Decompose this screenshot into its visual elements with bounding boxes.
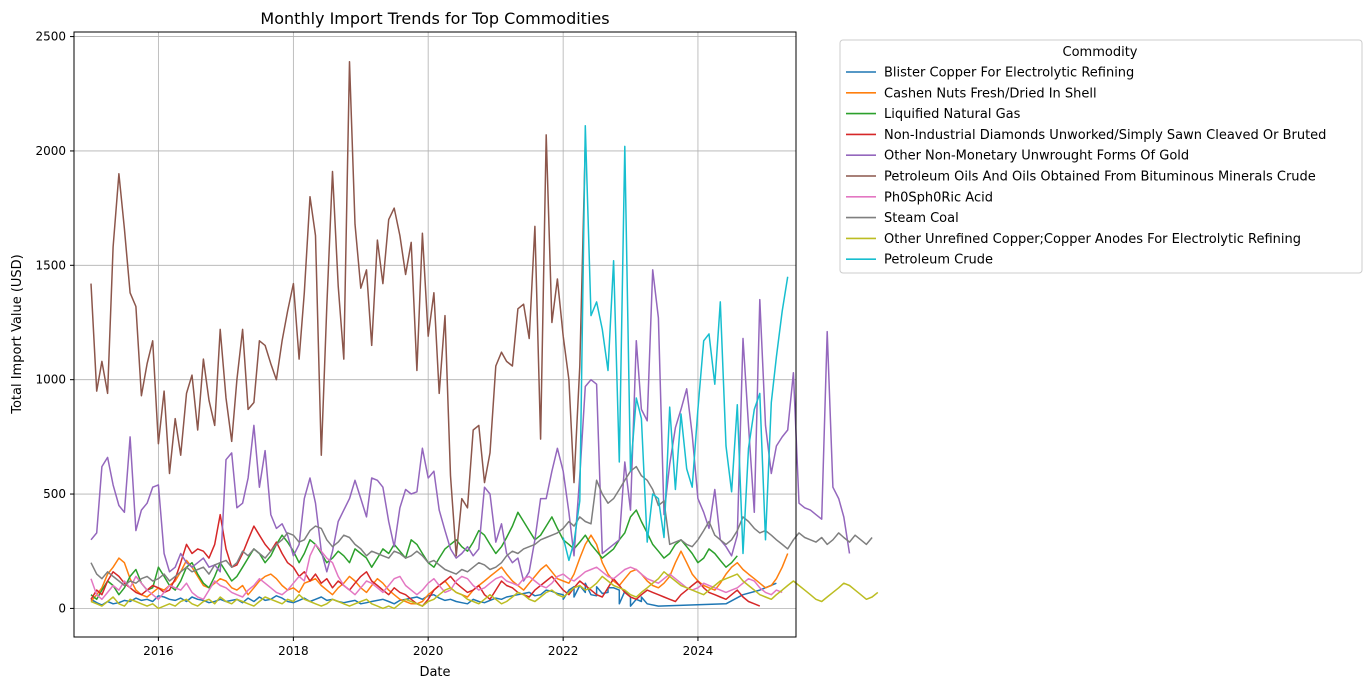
- plot-frame: [73, 31, 797, 638]
- y-tick-label: 2000: [35, 144, 66, 158]
- chart-title: Monthly Import Trends for Top Commoditie…: [260, 9, 609, 28]
- series-line-7: [90, 543, 783, 601]
- y-axis-label: Total Import Value (USD): [10, 254, 25, 415]
- series-line-3: [90, 509, 738, 601]
- legend-label: Other Non-Monetary Unwrought Forms Of Go…: [884, 149, 1189, 164]
- legend: Commodity Blister Copper For Electrolyti…: [839, 39, 1363, 274]
- series-line-9: [90, 571, 879, 610]
- series-line-4: [90, 513, 761, 607]
- y-tick-label: 1500: [35, 258, 66, 272]
- legend-label: Steam Coal: [884, 211, 959, 226]
- x-tick-label: 2020: [413, 644, 444, 658]
- series-lines: [90, 60, 879, 610]
- legend-label: Liquified Natural Gas: [884, 107, 1021, 122]
- legend-label: Cashen Nuts Fresh/Dried In Shell: [884, 86, 1097, 101]
- x-tick-label: 2016: [143, 644, 174, 658]
- legend-label: Petroleum Oils And Oils Obtained From Bi…: [884, 170, 1316, 185]
- y-tick-label: 1000: [35, 373, 66, 387]
- legend-label: Other Unrefined Copper;Copper Anodes For…: [884, 232, 1301, 247]
- x-tick-label: 2018: [278, 644, 309, 658]
- x-tick-label: 2022: [548, 644, 579, 658]
- series-line-6: [90, 60, 587, 557]
- y-tick-label: 2500: [35, 30, 66, 44]
- legend-label: Petroleum Crude: [884, 253, 993, 268]
- y-tick-label: 0: [58, 601, 66, 615]
- axis-ticks: 2016 2018 2020 2022 2024 0 500 1000 1500 2000 2500: [35, 30, 713, 658]
- series-line-5: [90, 269, 851, 582]
- legend-frame: [839, 39, 1363, 274]
- y-tick-label: 500: [43, 487, 66, 501]
- legend-title: Commodity: [1063, 45, 1138, 60]
- legend-label: Ph0Sph0Ric Acid: [884, 190, 993, 205]
- series-line-10: [562, 125, 789, 562]
- legend-label: Non-Industrial Diamonds Unworked/Simply …: [884, 128, 1326, 143]
- x-tick-label: 2024: [683, 644, 714, 658]
- legend-items: Blister Copper For Electrolytic Refining…: [846, 66, 1326, 268]
- x-axis-label: Date: [419, 665, 450, 680]
- legend-label: Blister Copper For Electrolytic Refining: [884, 66, 1134, 81]
